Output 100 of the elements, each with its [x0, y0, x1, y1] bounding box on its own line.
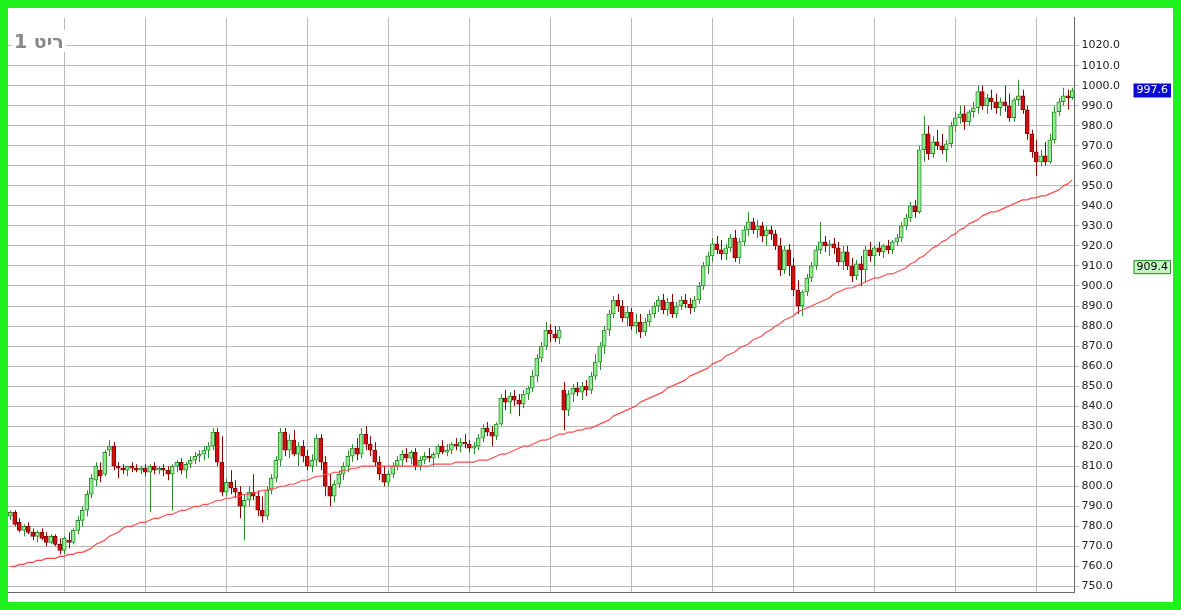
candlestick [975, 85, 981, 115]
y-tick-label: 860.0 [1081, 358, 1114, 372]
candlestick [988, 89, 994, 111]
y-tick-label: 850.0 [1081, 378, 1114, 392]
candlestick [871, 245, 877, 267]
candlestick [925, 125, 931, 161]
candlestick [862, 245, 868, 283]
y-tick-label: 1010.0 [1081, 58, 1121, 72]
candlestick [997, 97, 1003, 117]
candlestick [853, 259, 859, 281]
candlestick [921, 115, 927, 163]
candlestick [948, 121, 954, 149]
candlestick [642, 317, 648, 337]
y-tick-label: 880.0 [1081, 318, 1114, 332]
candlestick [210, 427, 216, 451]
candlestick [934, 129, 940, 151]
y-tick-label: 820.0 [1081, 439, 1114, 453]
y-tick-label: 960.0 [1081, 158, 1114, 172]
candlestick [331, 479, 337, 503]
candlestick [255, 489, 261, 517]
candlestick [102, 449, 108, 477]
y-tick-label: 930.0 [1081, 218, 1114, 232]
candlestick [930, 135, 936, 159]
candlestick [250, 473, 256, 501]
candlestick [223, 477, 229, 497]
y-tick-label: 990.0 [1081, 98, 1114, 112]
candlestick [493, 421, 499, 441]
text: 997.6 [1136, 83, 1169, 97]
y-tick-label: 780.0 [1081, 519, 1114, 533]
candlestick [561, 381, 567, 431]
candlestick [624, 305, 630, 327]
candlestick [979, 85, 985, 111]
y-tick-label: 810.0 [1081, 459, 1114, 473]
y-tick-label: 910.0 [1081, 258, 1114, 272]
candlestick [543, 321, 549, 351]
candlestick [943, 139, 949, 163]
candlestick [898, 221, 904, 243]
candlestick [732, 229, 738, 263]
candlestick [736, 237, 742, 265]
y-tick-label: 760.0 [1081, 559, 1114, 573]
candlestick [237, 485, 243, 519]
candlestick [520, 389, 526, 409]
candlestick [1029, 129, 1035, 159]
candlestick [957, 105, 963, 125]
candlestick [741, 225, 747, 247]
candlestick [286, 433, 292, 459]
candlestick [849, 257, 855, 283]
text: ריט 1 [12, 30, 66, 52]
candlestick [867, 241, 873, 263]
candlestick [354, 437, 360, 461]
y-tick-label: 980.0 [1081, 118, 1114, 132]
y-tick-label: 800.0 [1081, 479, 1114, 493]
y-tick-label: 750.0 [1081, 579, 1114, 593]
candlestick [813, 245, 819, 271]
candlestick [714, 235, 720, 255]
y-tick-label: 770.0 [1081, 539, 1114, 553]
candlestick [336, 469, 342, 489]
candlestick [984, 93, 990, 115]
candlestick [795, 279, 801, 315]
candlestick [993, 93, 999, 115]
candlestick [777, 237, 783, 277]
candlestick [840, 245, 846, 271]
text: 909.4 [1136, 260, 1169, 274]
candlestick [291, 429, 297, 457]
y-tick-label: 790.0 [1081, 499, 1114, 513]
candlestick [912, 199, 918, 219]
candlestick [1011, 97, 1017, 123]
candlestick [664, 297, 670, 317]
candlestick [282, 427, 288, 457]
y-tick-label: 920.0 [1081, 238, 1114, 252]
candlestick [628, 307, 634, 331]
y-tick-label: 950.0 [1081, 178, 1114, 192]
candlestick [1056, 97, 1062, 117]
candlestick [295, 441, 301, 467]
candlestick [327, 473, 333, 507]
y-tick-label: 830.0 [1081, 419, 1114, 433]
y-tick-label: 890.0 [1081, 298, 1114, 312]
candlestick [799, 289, 805, 317]
candlestick [345, 449, 351, 473]
candlestick [772, 229, 778, 251]
y-tick-label: 840.0 [1081, 399, 1114, 412]
candlestick [489, 425, 495, 447]
candlestick [844, 245, 850, 271]
y-tick-label: 1000.0 [1081, 78, 1121, 92]
candlestick [961, 105, 967, 131]
candlestick [228, 469, 234, 495]
candlestick [363, 425, 369, 451]
y-tick-label: 870.0 [1081, 338, 1114, 352]
candlestick [763, 225, 769, 247]
candlestick [358, 427, 364, 459]
y-tick-label: 900.0 [1081, 278, 1114, 292]
candlestick [835, 241, 841, 267]
candlestick [759, 221, 765, 243]
candlestick [241, 493, 247, 541]
y-tick-label: 940.0 [1081, 198, 1114, 212]
candlestick [781, 245, 787, 275]
y-tick-label: 1020.0 [1081, 38, 1121, 52]
candlestick [939, 133, 945, 155]
y-tick-label: 970.0 [1081, 138, 1114, 152]
candlestick [637, 313, 643, 339]
